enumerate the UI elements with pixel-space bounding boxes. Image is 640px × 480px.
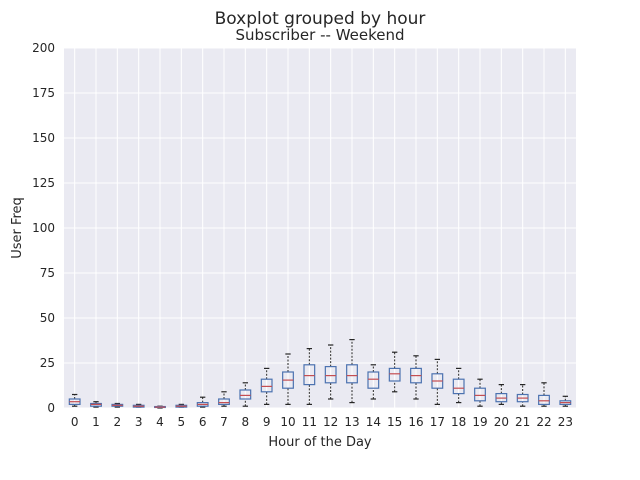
x-tick-label: 17: [430, 415, 445, 429]
box-0: [68, 393, 81, 407]
y-tick-label: 75: [40, 266, 55, 280]
y-tick-label: 200: [32, 41, 55, 55]
iqr-box: [303, 364, 316, 386]
x-tick-label: 21: [515, 415, 530, 429]
y-tick-label: 25: [40, 356, 55, 370]
iqr-box: [452, 378, 465, 395]
box-3: [132, 403, 145, 408]
x-tick-label: 1: [92, 415, 100, 429]
box-5: [175, 403, 188, 408]
y-tick-label: 150: [32, 131, 55, 145]
x-tick-label: 6: [199, 415, 207, 429]
x-tick-label: 4: [156, 415, 164, 429]
x-tick-label: 11: [302, 415, 317, 429]
grid-lines: [64, 47, 576, 409]
iqr-box: [474, 387, 486, 402]
box-1: [90, 401, 102, 408]
box-marks: [68, 339, 572, 409]
box-11: [303, 348, 316, 405]
x-tick-label: 23: [558, 415, 573, 429]
box-4: [154, 405, 166, 409]
x-axis-label: Hour of the Day: [268, 435, 372, 450]
x-tick-label: 10: [280, 415, 295, 429]
box-17: [431, 358, 444, 405]
x-tick-label: 3: [135, 415, 143, 429]
box-2: [111, 402, 124, 408]
box-9: [260, 367, 273, 405]
x-tick-label: 16: [408, 415, 423, 429]
x-tick-label: 5: [178, 415, 186, 429]
box-12: [324, 344, 337, 400]
box-22: [538, 382, 550, 407]
box-16: [410, 355, 422, 400]
x-tick-label: 0: [71, 415, 79, 429]
x-tick-label: 20: [494, 415, 509, 429]
y-tick-label: 50: [40, 311, 55, 325]
box-19: [474, 378, 486, 407]
x-tick-label: 22: [536, 415, 551, 429]
x-tick-label: 7: [220, 415, 228, 429]
chart-suptitle: Boxplot grouped by hour: [215, 9, 426, 29]
box-8: [239, 382, 252, 407]
y-axis-label: User Freq: [10, 197, 25, 259]
box-7: [218, 391, 230, 407]
x-tick-label: 19: [472, 415, 487, 429]
x-tick-labels: 0 1 2 3 4 5 6 7 8 9 10 11 12 13 14 15 16 17 18 19 20 21 22 23: [71, 415, 573, 429]
iqr-box: [324, 366, 337, 384]
box-23: [559, 395, 572, 407]
box-15: [388, 351, 401, 393]
y-tick-label: 125: [32, 176, 55, 190]
x-tick-label: 13: [344, 415, 359, 429]
box-20: [495, 384, 508, 405]
iqr-box: [260, 378, 273, 393]
iqr-box: [367, 371, 380, 389]
x-tick-label: 2: [114, 415, 122, 429]
y-tick-label: 100: [32, 221, 55, 235]
x-tick-label: 12: [323, 415, 338, 429]
iqr-box: [538, 394, 550, 405]
box-18: [452, 367, 465, 404]
chart-title: Subscriber -- Weekend: [235, 26, 404, 44]
x-tick-label: 15: [387, 415, 402, 429]
x-tick-label: 8: [242, 415, 250, 429]
box-10: [282, 353, 294, 405]
box-6: [196, 396, 209, 408]
box-14: [367, 364, 380, 400]
iqr-box: [239, 389, 252, 400]
box-21: [516, 384, 529, 407]
y-tick-label: 175: [32, 86, 55, 100]
y-tick-label: 0: [47, 401, 55, 415]
x-tick-label: 18: [451, 415, 466, 429]
box-13: [346, 339, 358, 404]
x-tick-label: 9: [263, 415, 271, 429]
iqr-box: [388, 367, 401, 382]
x-tick-label: 14: [366, 415, 381, 429]
iqr-box: [346, 364, 358, 384]
y-tick-labels: 0 25 50 75 100 125 150 175 200: [32, 41, 55, 415]
iqr-box: [218, 398, 230, 406]
